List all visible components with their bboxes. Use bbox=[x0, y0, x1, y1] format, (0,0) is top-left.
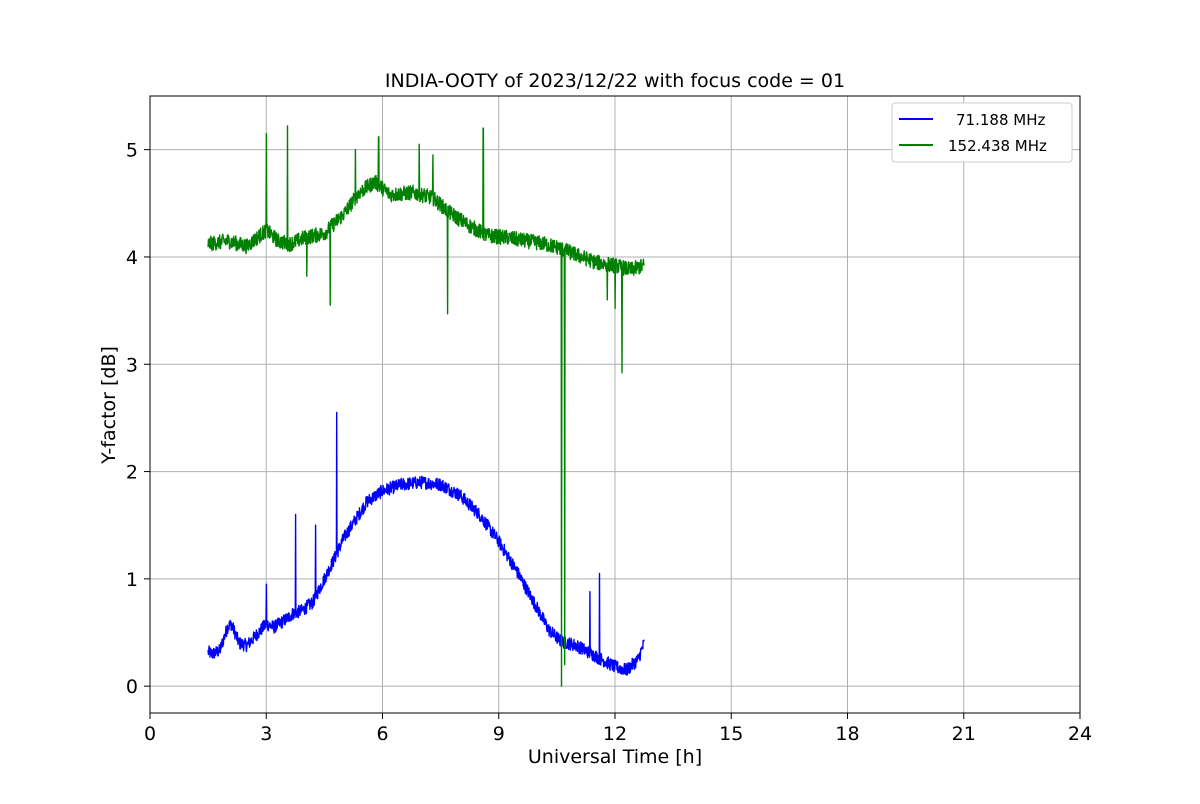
y-tick-label: 2 bbox=[126, 462, 138, 484]
x-tick-label: 3 bbox=[260, 723, 272, 745]
y-axis-label: Y-factor [dB] bbox=[98, 346, 120, 465]
y-tick-label: 5 bbox=[126, 140, 138, 162]
x-tick-label: 9 bbox=[493, 723, 505, 745]
legend-label-series-2: 152.438 MHz bbox=[948, 137, 1047, 155]
chart-title: INDIA-OOTY of 2023/12/22 with focus code… bbox=[385, 70, 845, 92]
legend: 71.188 MHz 152.438 MHz bbox=[891, 102, 1073, 163]
x-tick-label: 24 bbox=[1068, 723, 1092, 745]
x-axis-label: Universal Time [h] bbox=[528, 746, 702, 768]
grid bbox=[150, 96, 1080, 713]
x-tick-label: 0 bbox=[144, 723, 156, 745]
y-tick-label: 3 bbox=[126, 354, 138, 376]
x-tick-label: 21 bbox=[952, 723, 976, 745]
series-layer bbox=[207, 125, 645, 687]
series-line-2 bbox=[207, 125, 645, 687]
x-tick-label: 6 bbox=[376, 723, 388, 745]
y-tick-label: 4 bbox=[126, 247, 138, 269]
legend-box bbox=[891, 102, 1073, 163]
y-tick-label: 0 bbox=[126, 676, 138, 698]
x-tick-label: 15 bbox=[719, 723, 743, 745]
x-tick-label: 12 bbox=[603, 723, 627, 745]
y-tick-label: 1 bbox=[126, 569, 138, 591]
series-line-1 bbox=[207, 411, 645, 676]
legend-label-series-1: 71.188 MHz bbox=[956, 111, 1045, 129]
x-tick-label: 18 bbox=[835, 723, 859, 745]
